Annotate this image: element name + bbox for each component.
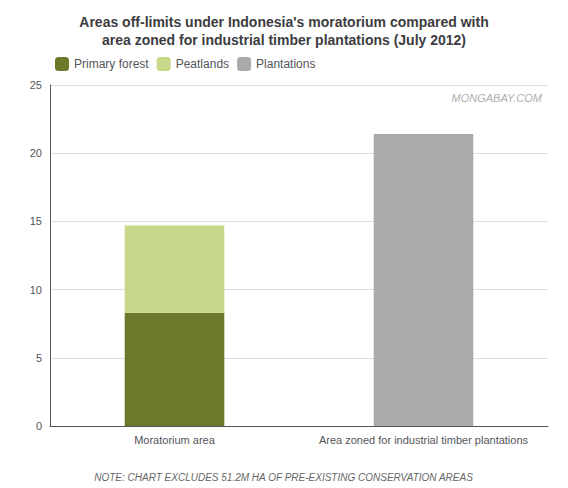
svg-text:Peatlands: Peatlands xyxy=(176,57,229,71)
svg-text:20: 20 xyxy=(30,147,42,159)
svg-text:MONGABAY.COM: MONGABAY.COM xyxy=(452,92,543,104)
svg-text:Moratorium area: Moratorium area xyxy=(134,434,216,446)
svg-text:NOTE: CHART EXCLUDES 51.2M HA: NOTE: CHART EXCLUDES 51.2M HA OF PRE-EXI… xyxy=(94,472,473,483)
svg-text:5: 5 xyxy=(36,352,42,364)
svg-text:0: 0 xyxy=(36,420,42,432)
svg-text:10: 10 xyxy=(30,284,42,296)
svg-text:15: 15 xyxy=(30,215,42,227)
svg-text:25: 25 xyxy=(30,79,42,91)
svg-text:area zoned for industrial timb: area zoned for industrial timber plantat… xyxy=(102,32,466,48)
svg-text:Areas off-limits under Indones: Areas off-limits under Indonesia's morat… xyxy=(79,14,488,30)
svg-text:Plantations: Plantations xyxy=(256,57,315,71)
svg-text:Primary forest: Primary forest xyxy=(74,57,149,71)
svg-text:Area zoned for industrial timb: Area zoned for industrial timber plantat… xyxy=(319,434,529,446)
